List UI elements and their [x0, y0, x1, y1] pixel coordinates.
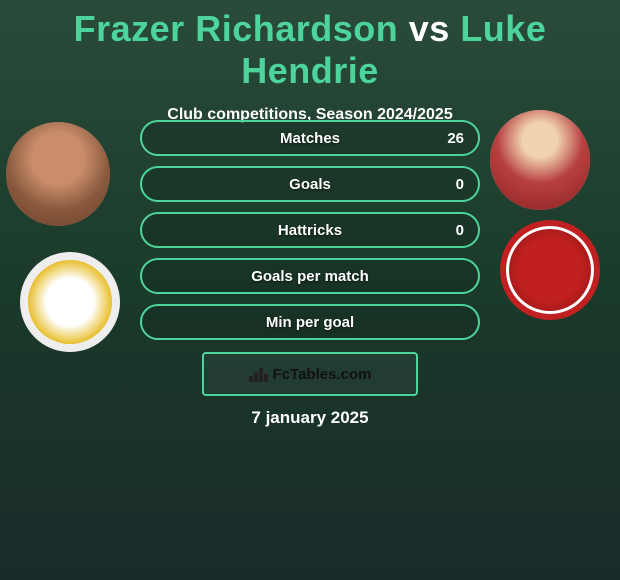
snapshot-date: 7 january 2025 — [0, 408, 620, 428]
player2-club-crest — [500, 220, 600, 320]
player1-name: Frazer Richardson — [74, 8, 399, 49]
player1-avatar — [6, 122, 110, 226]
stat-row-hattricks: Hattricks 0 — [140, 212, 480, 248]
comparison-title: Frazer Richardson vs Luke Hendrie — [0, 0, 620, 92]
brand-badge: FcTables.com — [202, 352, 418, 396]
stat-right-value: 26 — [447, 130, 464, 147]
stat-right-value: 0 — [456, 176, 464, 193]
stats-list: Matches 26 Goals 0 Hattricks 0 Goals per… — [140, 120, 480, 350]
brand-name: FcTables.com — [273, 366, 372, 383]
stat-label: Hattricks — [278, 222, 342, 239]
stat-row-matches: Matches 26 — [140, 120, 480, 156]
title-vs: vs — [409, 8, 450, 49]
stat-label: Goals — [289, 176, 331, 193]
stat-label: Matches — [280, 130, 340, 147]
stat-row-goals: Goals 0 — [140, 166, 480, 202]
stat-label: Min per goal — [266, 314, 354, 331]
stat-row-min-per-goal: Min per goal — [140, 304, 480, 340]
bar-chart-icon — [249, 366, 267, 382]
stat-label: Goals per match — [251, 268, 369, 285]
stat-row-goals-per-match: Goals per match — [140, 258, 480, 294]
player1-club-crest — [20, 252, 120, 352]
stat-right-value: 0 — [456, 222, 464, 239]
player2-avatar — [490, 110, 590, 210]
